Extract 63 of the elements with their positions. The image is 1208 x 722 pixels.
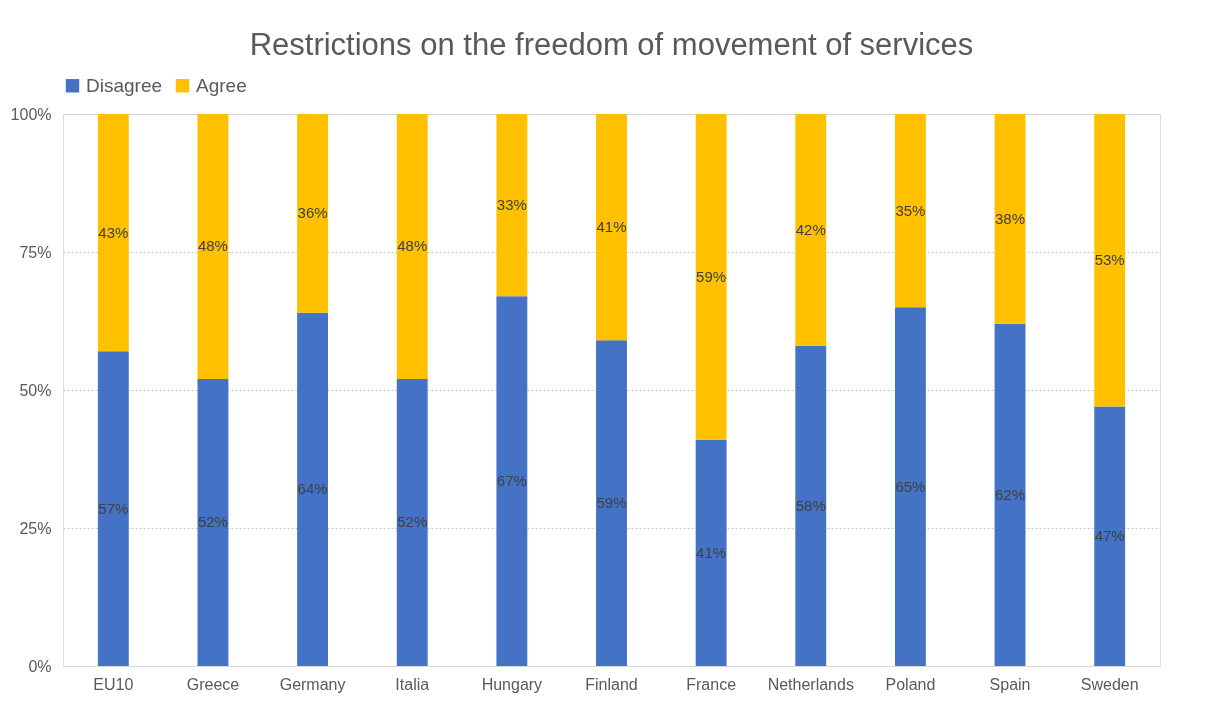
bar [795, 345, 827, 666]
bar [894, 307, 926, 666]
data-label: 41% [696, 543, 727, 561]
bar [596, 340, 627, 666]
x-tick-label: Sweden [1080, 675, 1139, 693]
x-tick-label: Poland [885, 675, 936, 693]
data-label: 47% [1094, 527, 1125, 545]
y-tick-label: 50% [19, 381, 52, 399]
legend-label: Disagree [86, 74, 163, 96]
bar [695, 114, 727, 440]
data-label: 59% [596, 494, 627, 512]
x-tick-label: France [686, 675, 737, 693]
data-label: 58% [795, 496, 826, 514]
data-label: 35% [895, 201, 926, 219]
bar [197, 114, 229, 379]
bar [695, 439, 727, 666]
data-label: 36% [297, 204, 328, 222]
bar [97, 114, 129, 352]
x-tick-label: Germany [279, 675, 346, 693]
y-tick-label: 0% [28, 657, 52, 675]
bar [496, 296, 528, 666]
bar [297, 312, 329, 666]
bar [496, 114, 528, 297]
data-label: 64% [297, 480, 328, 498]
data-label: 52% [397, 513, 428, 531]
bar [297, 114, 329, 313]
chart-title: Restrictions on the freedom of movement of services [249, 27, 974, 62]
y-tick-label: 25% [19, 519, 52, 537]
data-label: 67% [496, 472, 527, 490]
data-label: 48% [397, 237, 428, 255]
x-tick-label: Finland [585, 675, 638, 693]
data-label: 43% [98, 223, 129, 241]
x-tick-label: Greece [186, 675, 240, 693]
bar [396, 378, 428, 666]
bar [596, 114, 627, 341]
y-tick-label: 100% [10, 105, 52, 123]
bar [1094, 406, 1126, 666]
data-label: 42% [795, 220, 826, 238]
data-label: 53% [1094, 251, 1125, 269]
x-tick-label: Netherlands [767, 675, 854, 693]
x-tick-label: EU10 [93, 675, 134, 693]
bar [894, 114, 926, 308]
data-label: 38% [995, 209, 1026, 227]
data-label: 52% [197, 513, 228, 531]
data-label: 62% [995, 485, 1026, 503]
bar [994, 323, 1026, 666]
data-label: 48% [197, 237, 228, 255]
bar [97, 351, 129, 666]
x-tick-label: Italia [395, 675, 430, 693]
bar [197, 378, 229, 666]
y-tick-label: 75% [19, 243, 52, 261]
x-tick-label: Spain [989, 675, 1031, 693]
bar [396, 114, 428, 379]
bar [994, 114, 1026, 324]
data-label: 57% [98, 499, 129, 517]
data-label: 65% [895, 477, 926, 495]
data-label: 59% [696, 267, 727, 285]
data-label: 33% [496, 196, 527, 214]
bar [1094, 114, 1126, 407]
legend-label: Agree [196, 74, 247, 96]
x-tick-label: Hungary [481, 675, 543, 693]
data-label: 41% [596, 218, 627, 236]
bar [795, 114, 827, 346]
